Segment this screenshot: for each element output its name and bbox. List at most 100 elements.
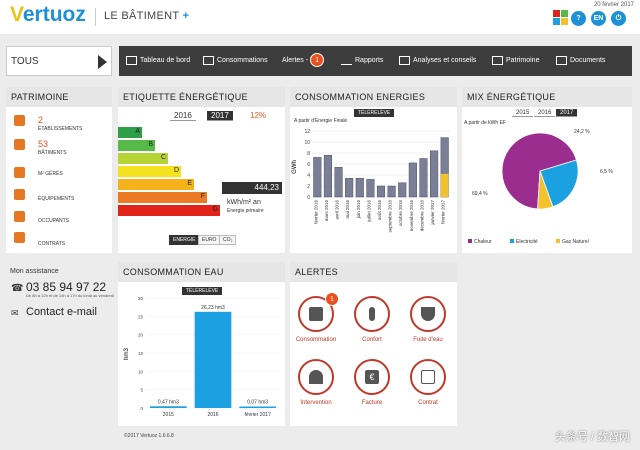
toggle-euro[interactable]: EURO xyxy=(198,235,221,245)
y-tick-label: 4 xyxy=(307,173,310,179)
alert-facture-button[interactable]: € xyxy=(354,359,390,395)
y-tick-label: 10 xyxy=(304,140,310,146)
y-tick-label: 8 xyxy=(307,151,310,157)
legend-swatch xyxy=(468,239,472,243)
energy-value: 444,23 xyxy=(222,182,282,194)
faucet-icon xyxy=(421,307,435,321)
x-tick-label: février 2017 xyxy=(244,412,271,418)
assistance-phone[interactable]: 03 85 94 97 22 xyxy=(26,280,107,294)
y-tick-label: 5 xyxy=(140,388,143,393)
x-tick-label: 2015 xyxy=(163,412,174,418)
apps-grid-icon[interactable] xyxy=(553,10,568,25)
alert-contrat-button[interactable] xyxy=(410,359,446,395)
alert-fuite-label: Fuite d'eau xyxy=(413,337,443,343)
nav-documents[interactable]: Documents xyxy=(556,46,605,76)
alert-confort-button[interactable] xyxy=(354,296,390,332)
alert-fuite-button[interactable] xyxy=(410,296,446,332)
mix-year-2016[interactable]: 2016 xyxy=(534,109,556,117)
x-tick-label: août 2016 xyxy=(377,200,382,221)
chevron-right-icon[interactable] xyxy=(98,55,107,69)
mix-year-2015[interactable]: 2015 xyxy=(512,109,534,117)
energy-class-letter: G xyxy=(212,206,218,213)
energy-bar xyxy=(355,178,364,198)
chart-subtitle: A partir d'Energie Finale xyxy=(294,118,348,124)
language-button[interactable]: EN xyxy=(591,11,606,26)
pie-value-label: 6,5 % xyxy=(600,169,613,175)
vertuoz-logo[interactable]: Vertuoz xyxy=(10,3,86,26)
legend-swatch xyxy=(556,239,560,243)
alertes-title: ALERTES xyxy=(290,262,457,282)
pie-slice xyxy=(537,170,554,210)
alert-facture-label: Facture xyxy=(361,400,383,406)
nav-analyses[interactable]: Analyses et conseils xyxy=(399,46,476,76)
y-tick-label: 0 xyxy=(307,195,310,201)
mix-subtitle: A partir de kWh EF xyxy=(464,120,506,126)
alert-contrat-label: Contrat xyxy=(418,400,438,406)
current-date: 20 février 2017 xyxy=(593,2,634,8)
year-2017-tab[interactable]: 2017 xyxy=(207,111,233,121)
equipment-icon xyxy=(14,189,25,200)
mix-year-2017[interactable]: 2017 xyxy=(556,109,578,117)
telereleve-badge: TÉLÉRELÈVE xyxy=(354,109,395,117)
phone-hours: De 8h à 12h et de 14h à 17h du lundi au … xyxy=(26,293,114,298)
energy-class-letter: A xyxy=(135,128,140,135)
water-value-label: 26,23 hm3 xyxy=(201,305,225,311)
watermark: 头条号 / 数智网 xyxy=(554,431,630,443)
scope-selector[interactable]: TOUS xyxy=(6,46,112,76)
patrimoine-title: PATRIMOINE xyxy=(6,87,112,107)
site-selector[interactable]: LE BÂTIMENT + xyxy=(104,10,190,22)
energy-class-letter: F xyxy=(200,193,205,200)
contract-edit-icon xyxy=(421,370,435,384)
help-icon[interactable]: ? xyxy=(571,11,586,26)
mix-energetique-panel: MIX ÉNERGÉTIQUE 2015 2016 2017 A partir … xyxy=(462,87,632,253)
nav-alertes[interactable]: Alertes - 1 xyxy=(282,46,325,76)
energy-class-letter: C xyxy=(160,154,166,161)
etiquette-title: ETIQUETTE ÉNERGÉTIQUE xyxy=(118,87,285,107)
x-tick-label: novembre 2016 xyxy=(409,200,414,232)
legend-label: Gaz Naturel xyxy=(562,239,589,245)
bar-chart-icon xyxy=(203,55,214,65)
toggle-co2[interactable]: CO₂ xyxy=(219,235,237,245)
toggle-energie[interactable]: ENERGIE xyxy=(169,235,200,245)
assistance-title: Mon assistance xyxy=(10,268,59,275)
change-percent: 12% xyxy=(250,111,267,120)
contact-email-link[interactable]: Contact e-mail xyxy=(26,306,97,318)
copyright: ©2017 Vertuoz 1.6.6.8 xyxy=(124,433,174,439)
energy-unit-sub: Energie primaire xyxy=(227,208,264,214)
consommation-energies-title: CONSOMMATION ENERGIES xyxy=(290,87,457,107)
alert-intervention-button[interactable] xyxy=(298,359,334,395)
energy-class-letter: B xyxy=(148,141,153,148)
year-2016-tab[interactable]: 2016 xyxy=(170,111,196,121)
document-icon xyxy=(556,55,567,65)
nav-rapports[interactable]: Rapports xyxy=(341,46,383,76)
energy-bar xyxy=(334,167,343,198)
water-value-label: 0,47 hm3 xyxy=(158,399,179,405)
x-tick-label: juillet 2016 xyxy=(366,200,371,223)
x-tick-label: 2016 xyxy=(207,412,218,418)
nav-consommations[interactable]: Consommations xyxy=(203,46,268,76)
energy-unit: kWh/m² an xyxy=(227,199,261,206)
energy-class-letter: D xyxy=(173,167,179,174)
nav-tableau-de-bord[interactable]: Tableau de bord xyxy=(126,46,190,76)
alert-consommation-button[interactable] xyxy=(298,296,334,332)
top-bar: Vertuoz LE BÂTIMENT + 20 février 2017 ? … xyxy=(0,0,640,34)
scope-label: TOUS xyxy=(11,56,39,67)
invoice-euro-icon: € xyxy=(365,370,379,384)
logo-divider xyxy=(95,8,96,26)
building-icon xyxy=(14,115,25,126)
y-tick-label: 15 xyxy=(138,351,144,356)
nav-patrimoine[interactable]: Patrimoine xyxy=(492,46,539,76)
water-consumption-chart: hm3 0 5 10 15 20 25 30 0,47 hm3 2015 26,23 hm3 2016… xyxy=(124,296,280,418)
y-axis-label: GWh xyxy=(292,160,298,174)
energy-class-b: B xyxy=(118,140,155,151)
x-tick-label: février 2017 xyxy=(441,200,446,224)
alert-count-badge: 1 xyxy=(310,53,325,68)
power-icon[interactable]: ⏻ xyxy=(611,11,626,26)
alert-confort-label: Confort xyxy=(362,337,382,343)
energy-class-letter: E xyxy=(187,180,192,187)
x-tick-label: juin 2016 xyxy=(356,200,361,220)
consommation-eau-panel: CONSOMMATION EAU TÉLÉRELÈVE hm3 0 5 10 15 20 2… xyxy=(118,262,285,426)
energy-class-a: A xyxy=(118,127,142,138)
y-tick-label: 12 xyxy=(304,129,310,135)
patrimoine-panel: PATRIMOINE 2 ÉTABLISSEMENTS 53 BÂTIMENTS… xyxy=(6,87,112,253)
